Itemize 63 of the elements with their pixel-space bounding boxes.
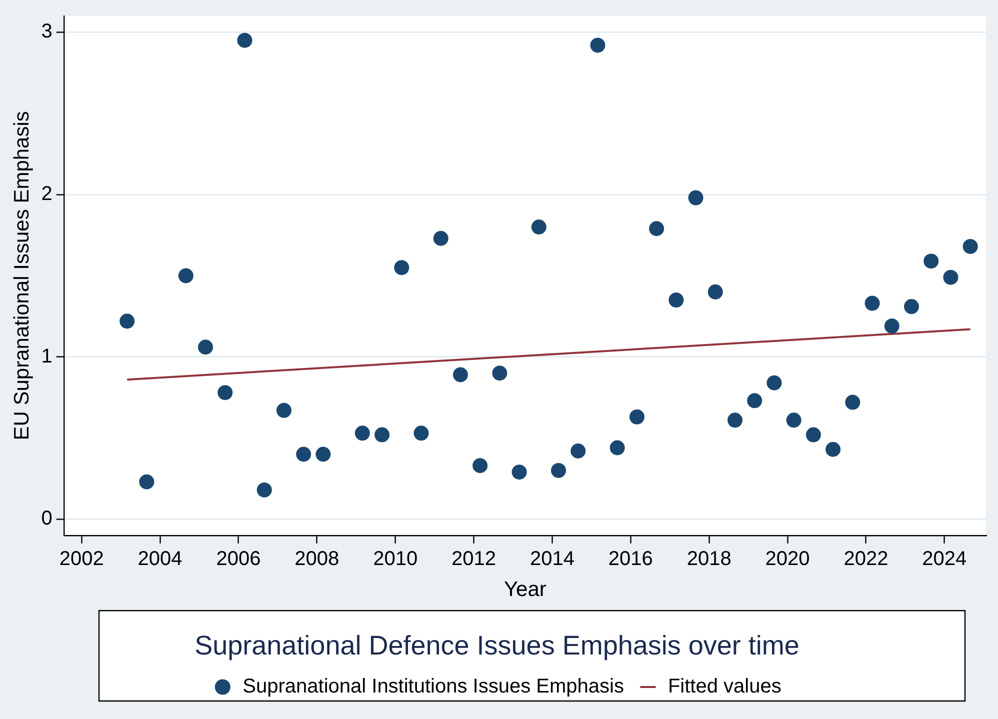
point (296, 446, 312, 462)
point (845, 394, 860, 410)
point (492, 366, 508, 381)
point (120, 314, 135, 329)
x-tick-label: 2002 (59, 548, 104, 570)
point (198, 340, 214, 355)
point (649, 221, 664, 236)
point (218, 385, 233, 400)
y-axis-title: EU Supranational Issues Emphasis (10, 111, 34, 440)
point (512, 464, 527, 480)
point (374, 427, 390, 442)
point (472, 458, 488, 474)
x-tick-label: 2004 (138, 548, 182, 570)
legend-label: Supranational Institutions Issues Emphasis (242, 676, 624, 698)
y-tick-label: 0 (41, 508, 52, 530)
point (864, 296, 880, 311)
point (433, 230, 448, 246)
point (924, 254, 939, 269)
point (806, 427, 821, 442)
point (727, 412, 742, 428)
x-tick-label: 2008 (294, 548, 340, 570)
point (316, 446, 331, 462)
text: Supranational Defence Issues Emphasis over time (194, 630, 800, 660)
point (610, 440, 625, 456)
point (256, 482, 272, 498)
point (629, 409, 644, 424)
x-tick-label: 2018 (686, 548, 732, 570)
x-tick-label: 2014 (530, 548, 574, 570)
point (962, 238, 978, 254)
point (551, 462, 566, 478)
x-tick-label: 2016 (608, 548, 653, 570)
y-tick-label: 1 (41, 345, 52, 368)
point (139, 474, 154, 490)
point (766, 375, 782, 390)
x-tick-label: 2024 (922, 548, 967, 570)
point (943, 270, 958, 285)
point (590, 38, 606, 53)
point (688, 190, 704, 206)
point (884, 318, 900, 334)
x-tick-label: 2020 (765, 548, 810, 570)
point (904, 299, 919, 314)
point (276, 402, 292, 418)
y-tick-label: 2 (41, 183, 52, 206)
point (570, 444, 586, 458)
point (414, 426, 429, 441)
x-tick-label: 2022 (844, 548, 888, 570)
y-tick-label: 3 (41, 20, 52, 43)
point (531, 220, 546, 235)
legend-label: Fitted values (668, 676, 782, 698)
point (668, 292, 684, 308)
point (826, 442, 841, 457)
x-tick-label: 2010 (373, 548, 418, 570)
point (354, 426, 370, 441)
point (747, 393, 762, 408)
point (786, 412, 802, 428)
x-tick-label: 2006 (216, 548, 261, 570)
point (394, 260, 410, 276)
x-tick-label: 2012 (452, 548, 496, 570)
point (178, 268, 194, 284)
point (452, 367, 468, 382)
x-axis-title: Year (504, 578, 546, 601)
point (237, 32, 252, 48)
point (708, 284, 723, 300)
